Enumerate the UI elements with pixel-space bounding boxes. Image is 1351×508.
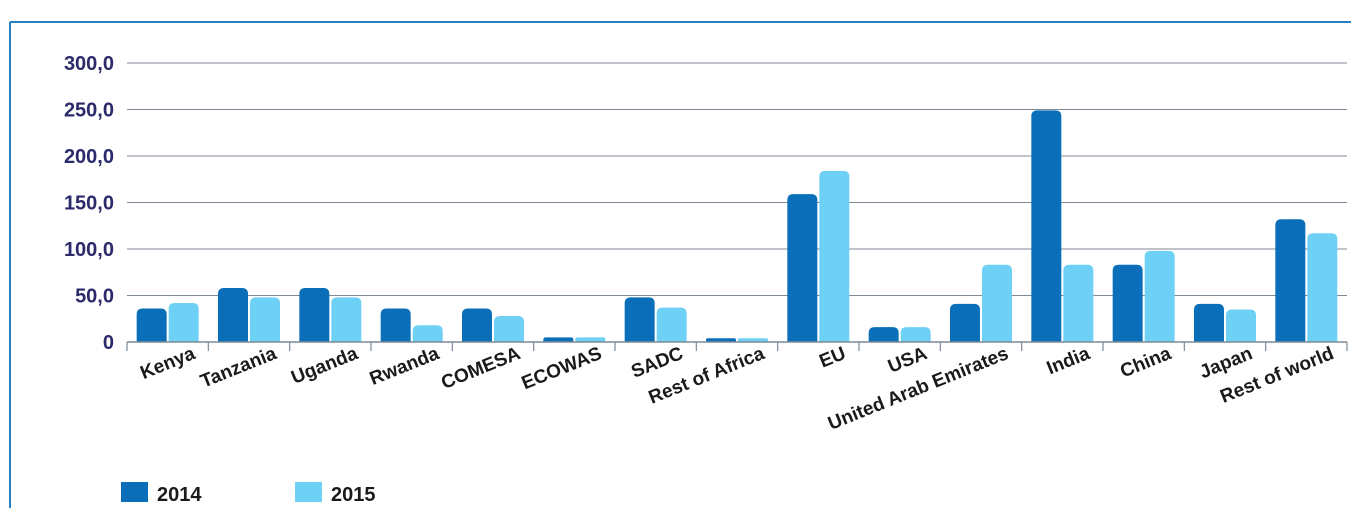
bar-2014-rest-of-world [1275, 219, 1306, 342]
bar-2015-india [1063, 264, 1094, 342]
x-axis [126, 341, 1348, 351]
legend-label: 2014 [157, 484, 202, 506]
bar-2015-rest-of-world [1307, 233, 1338, 342]
bar-2014-tanzania [218, 288, 248, 342]
x-category-label: COMESA [438, 343, 523, 394]
x-category-label: China [1117, 343, 1174, 382]
bar-2014-sadc [624, 297, 655, 342]
bar-2015-united-arab-emirates [982, 264, 1012, 342]
bar-2015-sadc [656, 307, 687, 342]
bar-2015-japan [1226, 309, 1256, 342]
bar-2014-uganda [299, 288, 330, 342]
y-tick-label: 0 [103, 332, 114, 354]
y-tick-label: 150,0 [64, 193, 114, 215]
bar-2014-rwanda [380, 308, 411, 342]
bar-2014-eu [787, 194, 818, 342]
legend-swatch-2015 [295, 482, 322, 502]
y-tick-label: 300,0 [64, 53, 114, 75]
bar-2014-rest-of-africa [706, 338, 736, 342]
bar-2015-rest-of-africa [738, 338, 768, 342]
bar-2015-rwanda [412, 325, 443, 342]
chart-frame [9, 21, 1351, 508]
x-category-label: Uganda [288, 343, 361, 389]
legend-swatch-2014 [121, 482, 148, 502]
x-category-label: USA [885, 343, 930, 378]
grid-lines [127, 62, 1347, 296]
bar-2015-china [1144, 250, 1175, 342]
bar-2014-ecowas [543, 337, 574, 342]
x-category-label: Rwanda [367, 343, 443, 390]
y-tick-label: 250,0 [64, 100, 114, 122]
bar-2014-usa [868, 327, 899, 342]
x-category-label: ECOWAS [519, 343, 605, 394]
y-axis-ticks: 0 50,0 100,0 150,0 200,0 250,0 300,0 [64, 53, 114, 354]
x-category-label: Tanzania [198, 343, 280, 393]
y-tick-label: 200,0 [64, 146, 114, 168]
bar-2015-tanzania [250, 297, 280, 342]
bar-2014-india [1031, 110, 1062, 343]
bar-2015-uganda [331, 297, 362, 342]
y-tick-label: 100,0 [64, 239, 114, 261]
bar-2015-eu [819, 170, 850, 342]
x-category-label: EU [817, 343, 849, 372]
bar-2014-china [1112, 264, 1143, 342]
bar-2014-united-arab-emirates [950, 303, 980, 342]
bar-2014-comesa [462, 308, 492, 342]
bar-2015-usa [900, 327, 931, 342]
bars [136, 110, 1338, 343]
bar-2015-ecowas [575, 337, 606, 342]
legend: 2014 2015 [121, 482, 376, 506]
bar-2015-kenya [168, 302, 199, 342]
bar-2015-comesa [494, 315, 524, 342]
x-category-label: India [1044, 343, 1093, 379]
x-category-label: Kenya [137, 343, 198, 384]
bar-2014-kenya [136, 308, 167, 342]
bar-2014-japan [1194, 303, 1224, 342]
y-tick-label: 50,0 [75, 286, 114, 308]
legend-label: 2015 [331, 484, 376, 506]
